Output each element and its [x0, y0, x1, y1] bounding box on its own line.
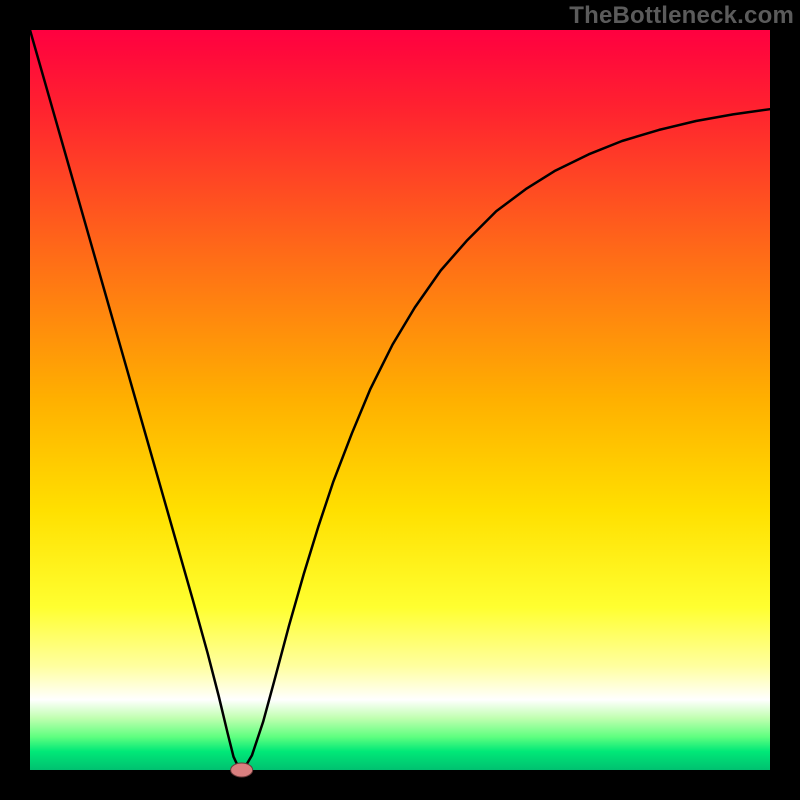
plot-background	[30, 30, 770, 770]
chart-stage: TheBottleneck.com	[0, 0, 800, 800]
watermark-text: TheBottleneck.com	[569, 2, 794, 30]
bottleneck-chart	[0, 0, 800, 800]
optimal-marker	[231, 763, 253, 777]
